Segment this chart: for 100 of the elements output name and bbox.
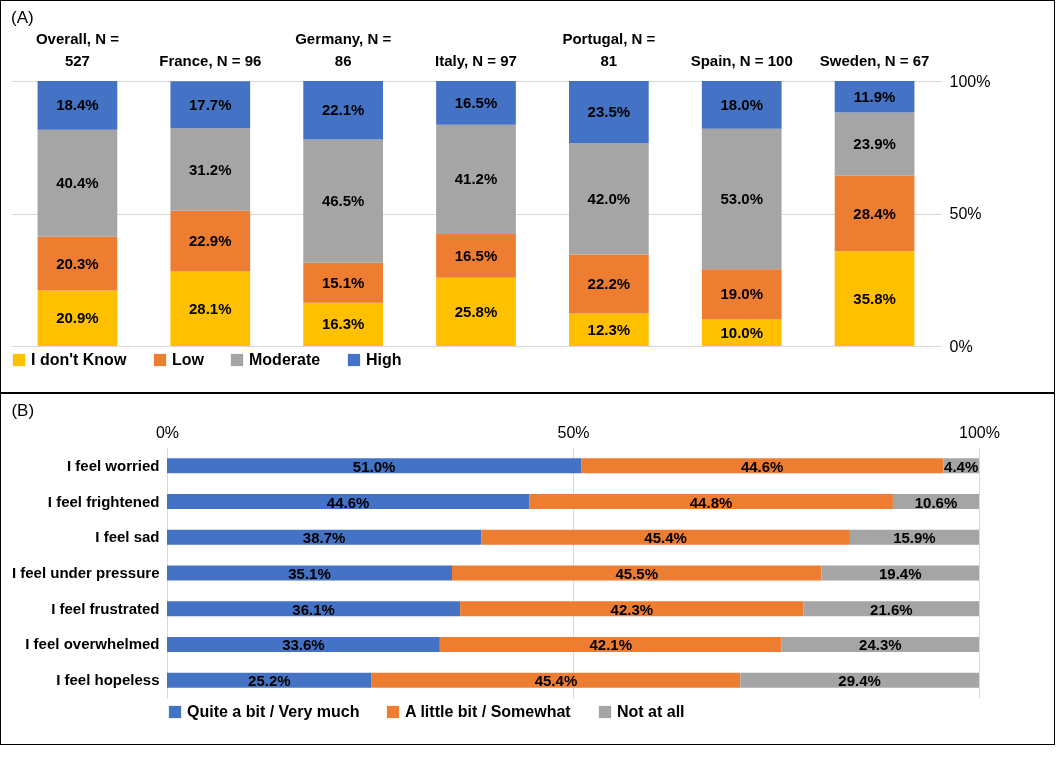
- data-label: 17.7%: [189, 95, 232, 113]
- data-label: 35.8%: [853, 289, 896, 307]
- data-label: 16.3%: [321, 315, 365, 333]
- bar: [167, 636, 440, 652]
- data-label: 22.2%: [587, 274, 631, 292]
- data-label: 35.1%: [288, 565, 331, 582]
- bar: [167, 565, 453, 581]
- legend-label: High: [366, 351, 402, 368]
- bar: [439, 636, 782, 652]
- data-label: 21.6%: [870, 600, 913, 618]
- data-label: 45.5%: [615, 565, 659, 582]
- x-tick-label: Spain, N = 100: [690, 51, 793, 69]
- bar: [167, 529, 482, 545]
- bar: [436, 277, 516, 346]
- data-label: 41.2%: [454, 170, 498, 188]
- bar: [569, 254, 649, 314]
- bar: [170, 81, 251, 129]
- bar: [167, 494, 530, 510]
- bar: [167, 672, 372, 688]
- data-label: 44.8%: [689, 493, 733, 511]
- bar: [701, 81, 782, 129]
- bar: [170, 271, 251, 346]
- bar: [701, 269, 782, 320]
- data-label: 23.5%: [587, 103, 631, 121]
- data-label: 22.1%: [321, 101, 365, 119]
- data-label: 24.3%: [859, 636, 902, 654]
- bar: [37, 81, 118, 130]
- data-label: 40.4%: [56, 174, 99, 192]
- data-label: 42.1%: [589, 636, 633, 654]
- data-label: 42.3%: [610, 600, 654, 618]
- y-tick-label: I feel frightened: [47, 492, 160, 510]
- data-label: 25.2%: [248, 672, 291, 690]
- bar: [581, 458, 944, 474]
- x-tick-label: Overall, N = 527: [35, 29, 120, 69]
- legend-label: Quite a bit / Very much: [187, 703, 360, 720]
- data-label: 16.5%: [454, 246, 498, 264]
- data-label: 53.0%: [720, 189, 763, 207]
- data-label: 42.0%: [587, 189, 631, 207]
- bar: [701, 128, 782, 270]
- data-label: 10.6%: [914, 493, 958, 511]
- data-label: 10.0%: [720, 323, 763, 341]
- data-label: 44.6%: [740, 457, 784, 475]
- bar: [303, 262, 383, 303]
- bar: [569, 313, 649, 346]
- x-tick-label: 0%: [155, 423, 180, 441]
- data-label: 12.3%: [587, 320, 631, 338]
- chart-title: (A): [11, 8, 34, 27]
- bar: [170, 210, 251, 272]
- data-label: 15.9%: [893, 529, 936, 547]
- bar: [460, 601, 804, 617]
- data-label: 11.9%: [853, 87, 896, 105]
- bar: [371, 672, 741, 688]
- data-label: 29.4%: [838, 672, 881, 690]
- data-label: 16.5%: [454, 93, 498, 111]
- data-label: 45.4%: [534, 672, 578, 690]
- x-tick-label: Portugal, N = 81: [562, 29, 656, 69]
- y-tick-label: 100%: [949, 72, 991, 90]
- data-label: 28.1%: [189, 299, 232, 317]
- data-label: 19.4%: [878, 565, 922, 582]
- data-label: 19.0%: [720, 285, 763, 303]
- data-label: 51.0%: [352, 457, 396, 475]
- text: (B): [11, 401, 35, 420]
- legend-label: Moderate: [249, 351, 321, 368]
- bar: [170, 128, 251, 211]
- bar: [436, 233, 516, 278]
- legend-label: A little bit / Somewhat: [405, 703, 572, 720]
- legend-label: Not at all: [617, 703, 685, 720]
- data-label: 18.0%: [720, 95, 763, 113]
- y-tick-label: I feel hopeless: [56, 671, 160, 689]
- bar: [529, 494, 893, 510]
- bar: [569, 81, 649, 144]
- data-label: 45.4%: [644, 529, 687, 547]
- data-label: 4.4%: [944, 457, 979, 475]
- bar: [781, 636, 979, 652]
- data-label: 33.6%: [282, 636, 325, 654]
- y-tick-label: I feel sad: [95, 528, 160, 546]
- bar: [834, 81, 915, 113]
- bar: [569, 143, 649, 255]
- data-label: 25.8%: [454, 302, 498, 320]
- y-tick-label: 0%: [949, 337, 973, 355]
- bar: [37, 290, 118, 346]
- bar: [436, 124, 516, 234]
- bar: [303, 139, 383, 263]
- legend-label: Low: [172, 351, 205, 368]
- y-tick-label: I feel frustrated: [51, 599, 160, 617]
- x-tick-label: Italy, N = 97: [435, 51, 517, 69]
- y-tick-label: I feel worried: [66, 456, 160, 474]
- data-label: 36.1%: [292, 600, 335, 618]
- data-label: 22.9%: [189, 232, 232, 250]
- bar: [37, 129, 118, 237]
- y-tick-label: I feel overwhelmed: [25, 635, 160, 653]
- data-label: 18.4%: [56, 96, 99, 114]
- y-tick-label: 50%: [949, 205, 982, 222]
- x-tick-label: Sweden, N = 67: [819, 51, 930, 69]
- legend-label: I don't Know: [31, 351, 127, 368]
- y-tick-label: I feel under pressure: [11, 564, 160, 581]
- data-label: 23.9%: [853, 135, 896, 153]
- x-tick-label: France, N = 96: [159, 51, 262, 69]
- x-tick-label: 50%: [557, 423, 590, 441]
- data-label: 38.7%: [302, 529, 346, 547]
